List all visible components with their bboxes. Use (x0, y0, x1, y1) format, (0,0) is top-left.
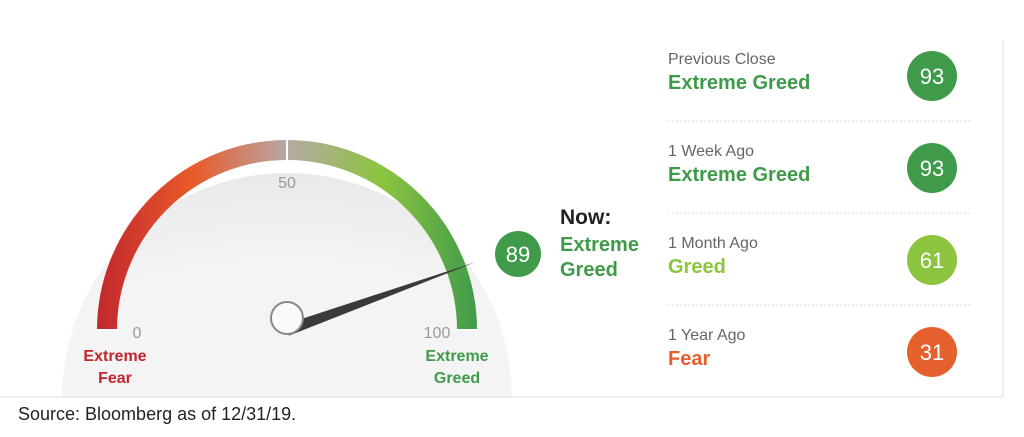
now-label: Now: (560, 206, 612, 229)
history-label: 1 Year Ago (668, 327, 746, 344)
value-label: 89 (506, 242, 530, 267)
history-value: 31 (920, 340, 944, 365)
needle (284, 262, 476, 336)
history-bubble (907, 51, 957, 101)
history-rating: Greed (668, 256, 726, 278)
history-rating: Fear (668, 348, 711, 370)
now-rating: Extreme Greed (560, 234, 639, 281)
history-bubble (907, 235, 957, 285)
gauge-background (62, 173, 512, 398)
source-note: Source: Bloomberg as of 12/31/19. (18, 404, 297, 424)
history-value: 93 (920, 64, 944, 89)
history-value: 93 (920, 156, 944, 181)
history-value: 61 (920, 248, 944, 273)
history-label: Previous Close (668, 51, 776, 68)
tick-label: 100 (424, 325, 451, 342)
tick-label: 0 (133, 325, 142, 342)
history-label: 1 Week Ago (668, 143, 754, 160)
tick-label: 50 (278, 175, 296, 192)
history-bubble (907, 327, 957, 377)
value-bubble (495, 231, 541, 277)
high-label: Extreme Greed (425, 348, 489, 387)
history-rating: Extreme Greed (668, 164, 811, 186)
needle-hub (270, 301, 304, 335)
history-rating: Extreme Greed (668, 72, 811, 94)
history-bubble (907, 143, 957, 193)
history-label: 1 Month Ago (668, 235, 758, 252)
low-label: Extreme Fear (83, 348, 147, 387)
